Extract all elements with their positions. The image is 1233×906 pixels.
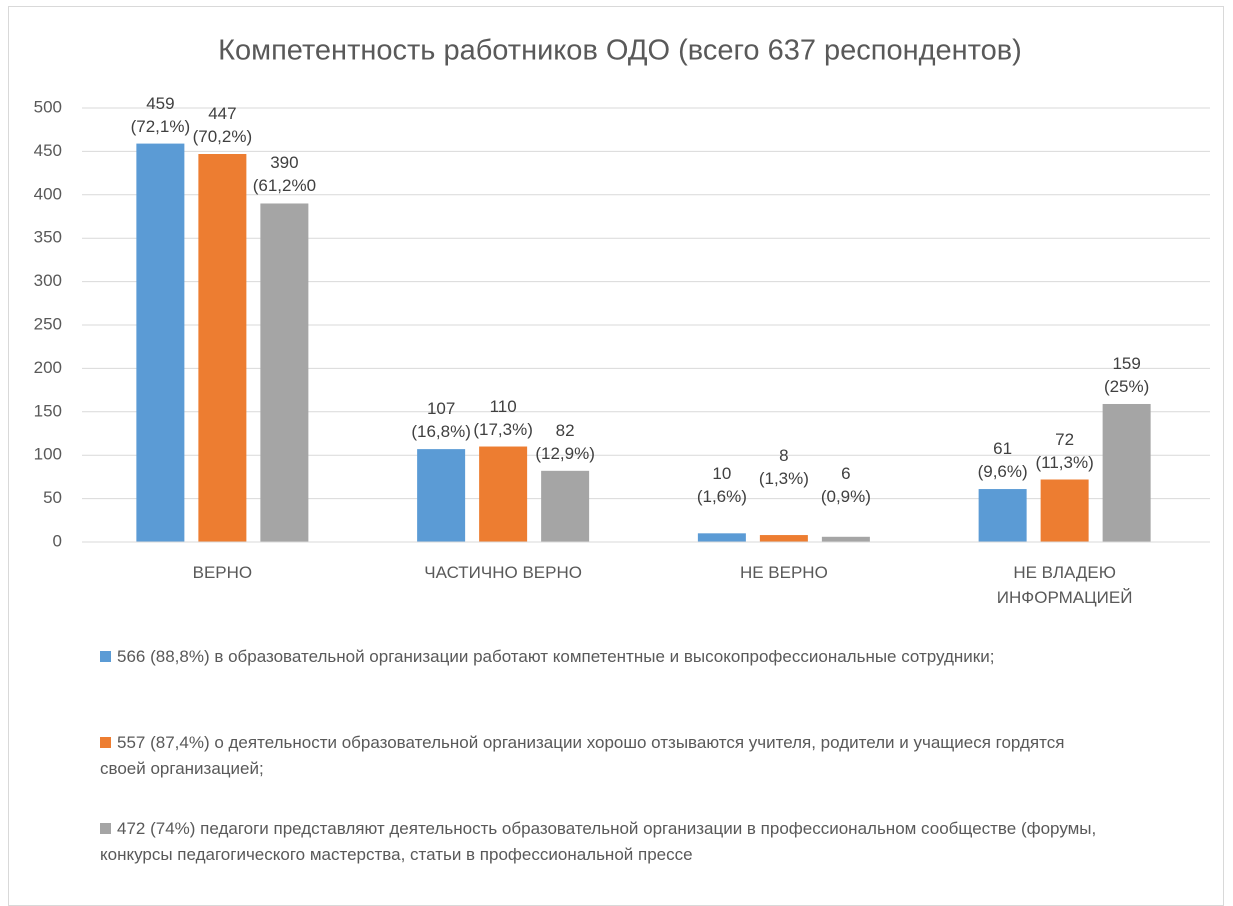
bar	[260, 203, 309, 543]
bar	[978, 489, 1027, 542]
y-tick-label: 400	[34, 184, 62, 203]
data-label: 82 (12,9%)	[535, 420, 595, 463]
y-tick-label: 150	[34, 401, 62, 420]
bar	[417, 449, 466, 542]
bar	[1102, 403, 1151, 542]
y-tick-label: 0	[53, 531, 62, 550]
data-label: 8 (1,3%)	[758, 446, 809, 488]
data-label: 107 (16,8%)	[411, 399, 471, 442]
bar	[541, 470, 590, 542]
bar	[136, 143, 185, 542]
bar	[759, 535, 808, 542]
data-label: 447 (70,2%)	[192, 104, 253, 146]
legend-swatch	[100, 823, 111, 834]
y-tick-label: 300	[34, 271, 62, 290]
data-label: 390 (61,2%0	[252, 153, 317, 196]
bar	[479, 446, 528, 542]
y-tick-label: 50	[43, 488, 62, 507]
data-label: 61 (9,6%)	[977, 439, 1028, 482]
data-label: 459 (72,1%)	[130, 93, 191, 136]
data-label: 110 (17,3%)	[473, 396, 533, 439]
bar	[1040, 479, 1089, 542]
y-tick-label: 100	[34, 445, 62, 464]
x-tick-label: ЧАСТИЧНО ВЕРНО	[424, 563, 582, 582]
y-tick-label: 250	[34, 314, 62, 333]
legend-label: 557 (87,4%) о деятельности образовательн…	[100, 733, 1065, 778]
data-label: 159 (25%)	[1103, 353, 1150, 396]
legend-item: 472 (74%) педагоги представляют деятельн…	[100, 816, 1110, 868]
data-label: 6 (0,9%)	[820, 464, 871, 506]
x-tick-label: НЕ ВЛАДЕЮ ИНФОРМАЦИЕЙ	[996, 563, 1133, 607]
legend-label: 566 (88,8%) в образовательной организаци…	[117, 647, 995, 666]
legend-item: 557 (87,4%) о деятельности образовательн…	[100, 730, 1110, 782]
bar	[821, 536, 870, 542]
chart-title: Компетентность работников ОДО (всего 637…	[218, 35, 1022, 67]
x-tick-label: НЕ ВЕРНО	[739, 563, 828, 582]
legend-swatch	[100, 651, 111, 662]
legend-swatch	[100, 737, 111, 748]
x-tick-label: ВЕРНО	[192, 563, 253, 582]
y-tick-label: 450	[34, 141, 62, 160]
bar	[198, 154, 247, 542]
data-label: 72 (11,3%)	[1035, 429, 1094, 472]
y-tick-label: 350	[34, 228, 62, 247]
y-tick-label: 200	[34, 358, 62, 377]
y-tick-label: 500	[34, 97, 62, 116]
legend-item: 566 (88,8%) в образовательной организаци…	[100, 644, 1110, 670]
legend-label: 472 (74%) педагоги представляют деятельн…	[100, 819, 1097, 864]
data-label: 10 (1,6%)	[696, 464, 747, 506]
bar	[697, 533, 746, 542]
